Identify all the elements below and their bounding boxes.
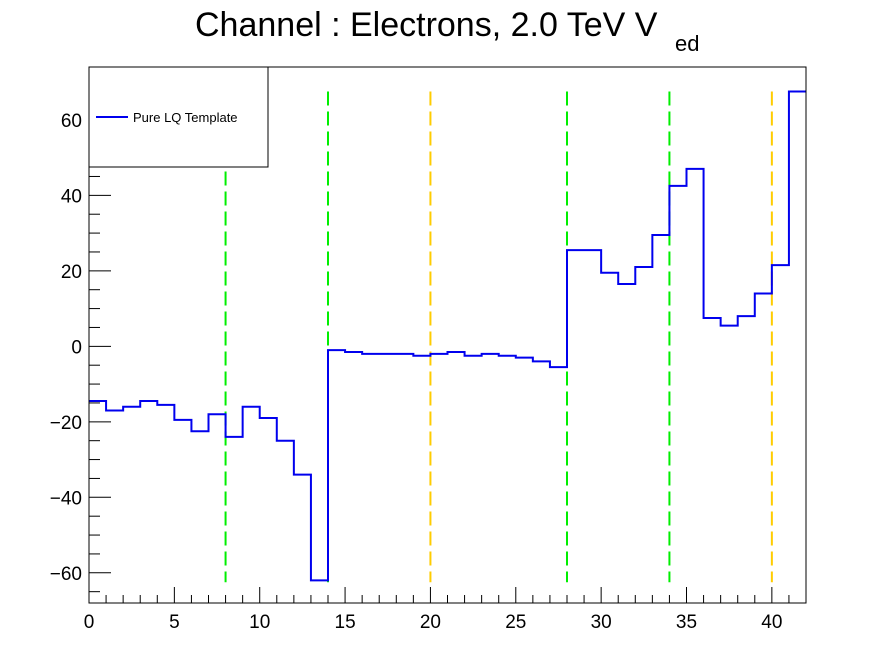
chart-title: Channel : Electrons, 2.0 TeV V bbox=[195, 6, 658, 44]
y-tick-label: 40 bbox=[61, 186, 82, 207]
x-tick-label: 30 bbox=[591, 612, 612, 633]
y-tick-label: −60 bbox=[50, 564, 82, 585]
x-tick-label: 20 bbox=[420, 612, 441, 633]
y-tick-label: 20 bbox=[61, 262, 82, 283]
y-tick-label: 60 bbox=[61, 111, 82, 132]
x-tick-label: 25 bbox=[505, 612, 526, 633]
x-tick-label: 40 bbox=[761, 612, 782, 633]
y-tick-label: −40 bbox=[50, 488, 82, 509]
x-tick-label: 5 bbox=[169, 612, 180, 633]
legend-entry: Pure LQ Template bbox=[133, 110, 238, 125]
y-tick-label: 0 bbox=[71, 337, 82, 358]
legend: Pure LQ Template bbox=[88, 66, 269, 168]
series-line bbox=[89, 90, 806, 582]
x-tick-label: 15 bbox=[335, 612, 356, 633]
chart-title-subscript: ed bbox=[675, 31, 699, 56]
x-tick-label: 35 bbox=[676, 612, 697, 633]
x-tick-label: 10 bbox=[249, 612, 270, 633]
x-tick-label: 0 bbox=[84, 612, 95, 633]
y-tick-label: −20 bbox=[50, 413, 82, 434]
